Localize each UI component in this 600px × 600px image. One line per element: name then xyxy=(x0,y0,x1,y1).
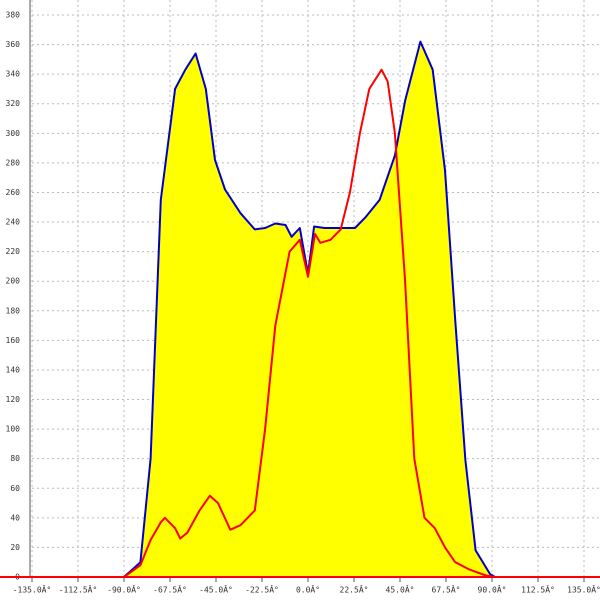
x-tick-label: 90.0Â° xyxy=(478,584,507,595)
x-tick-label: 112.5Â° xyxy=(521,584,555,595)
x-tick-label: 45.0Â° xyxy=(386,584,415,595)
x-tick-label: -22.5Â° xyxy=(245,584,279,595)
x-tick-label: -45.0Â° xyxy=(199,584,233,595)
line xyxy=(123,40,496,578)
y-tick-label: 60 xyxy=(10,484,20,493)
y-tick-label: 220 xyxy=(6,247,21,256)
y-tick-label: 100 xyxy=(6,425,21,434)
y-tick-label: 380 xyxy=(6,11,21,20)
y-tick-label: 180 xyxy=(6,306,21,315)
y-tick-label: 80 xyxy=(10,454,20,463)
x-tick-label: -90.0Â° xyxy=(107,584,141,595)
y-tick-label: 200 xyxy=(6,277,21,286)
line xyxy=(123,68,496,578)
y-tick-label: 320 xyxy=(6,99,21,108)
y-tick-label: 20 xyxy=(10,543,20,552)
y-tick-label: 300 xyxy=(6,129,21,138)
y-tick-label: 260 xyxy=(6,188,21,197)
x-tick-label: 67.5Â° xyxy=(432,584,461,595)
y-tick-label: 140 xyxy=(6,365,21,374)
x-tick-label: -112.5Â° xyxy=(59,584,98,595)
area xyxy=(124,41,496,578)
x-tick-label: 135.0Â° xyxy=(567,584,600,595)
y-tick-label: 120 xyxy=(6,395,21,404)
y-tick-label: 240 xyxy=(6,218,21,227)
y-tick-label: 280 xyxy=(6,158,21,167)
y-tick-label: 340 xyxy=(6,70,21,79)
y-tick-label: 360 xyxy=(6,40,21,49)
x-tick-label: -67.5Â° xyxy=(153,584,187,595)
x-tick-label: -135.0Â° xyxy=(13,584,52,595)
x-tick-label: 22.5Â° xyxy=(340,584,369,595)
y-tick-label: 40 xyxy=(10,513,20,522)
y-tick-label: 160 xyxy=(6,336,21,345)
x-tick-label: 0.0Â° xyxy=(296,584,320,595)
